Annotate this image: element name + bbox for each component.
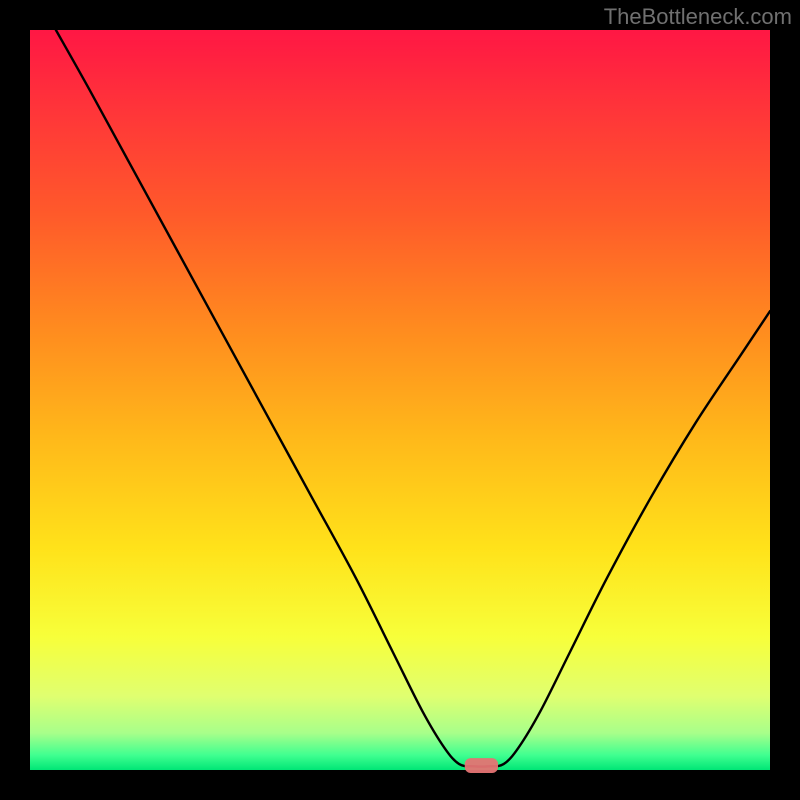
bottleneck-chart: TheBottleneck.com: [0, 0, 800, 800]
optimal-marker: [465, 758, 498, 773]
plot-background: [30, 30, 770, 770]
chart-svg: [0, 0, 800, 800]
watermark-text: TheBottleneck.com: [604, 4, 792, 30]
